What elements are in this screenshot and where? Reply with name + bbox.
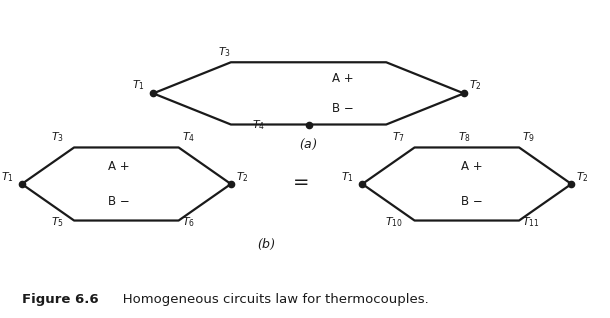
Text: Figure 6.6: Figure 6.6 bbox=[22, 293, 98, 306]
Text: $T_8$: $T_8$ bbox=[459, 131, 472, 144]
Text: $T_2$: $T_2$ bbox=[576, 170, 589, 184]
Text: A +: A + bbox=[109, 160, 130, 173]
Text: B −: B − bbox=[332, 102, 354, 115]
Text: B −: B − bbox=[109, 195, 130, 208]
Text: $T_1$: $T_1$ bbox=[132, 78, 145, 92]
Text: =: = bbox=[293, 173, 309, 192]
Text: ($a$): ($a$) bbox=[299, 137, 318, 153]
Text: $T_7$: $T_7$ bbox=[392, 131, 405, 144]
Text: $T_1$: $T_1$ bbox=[1, 170, 13, 184]
Text: Homogeneous circuits law for thermocouples.: Homogeneous circuits law for thermocoupl… bbox=[110, 293, 429, 306]
Text: $T_1$: $T_1$ bbox=[342, 170, 354, 184]
Text: $T_{11}$: $T_{11}$ bbox=[522, 216, 540, 229]
Text: $T_2$: $T_2$ bbox=[468, 78, 481, 92]
Text: A +: A + bbox=[332, 72, 354, 85]
Text: A +: A + bbox=[461, 160, 483, 173]
Text: ($b$): ($b$) bbox=[257, 237, 276, 252]
Text: B −: B − bbox=[461, 195, 483, 208]
Text: $T_9$: $T_9$ bbox=[522, 131, 535, 144]
Text: $T_5$: $T_5$ bbox=[51, 216, 64, 229]
Text: $T_3$: $T_3$ bbox=[51, 131, 64, 144]
Text: $T_{10}$: $T_{10}$ bbox=[385, 216, 403, 229]
Text: $T_4$: $T_4$ bbox=[252, 119, 265, 132]
Text: $T_6$: $T_6$ bbox=[182, 216, 195, 229]
Text: $T_2$: $T_2$ bbox=[235, 170, 248, 184]
Text: $T_3$: $T_3$ bbox=[218, 45, 231, 59]
Text: $T_4$: $T_4$ bbox=[182, 131, 195, 144]
